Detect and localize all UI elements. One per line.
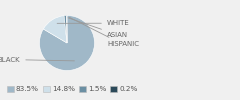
Wedge shape (64, 16, 67, 43)
Text: BLACK: BLACK (0, 56, 74, 62)
Wedge shape (43, 16, 67, 43)
Text: WHITE: WHITE (57, 20, 130, 26)
Wedge shape (40, 16, 95, 70)
Text: ASIAN: ASIAN (68, 18, 128, 38)
Legend: 83.5%, 14.8%, 1.5%, 0.2%: 83.5%, 14.8%, 1.5%, 0.2% (4, 83, 141, 95)
Text: HISPANIC: HISPANIC (69, 17, 139, 47)
